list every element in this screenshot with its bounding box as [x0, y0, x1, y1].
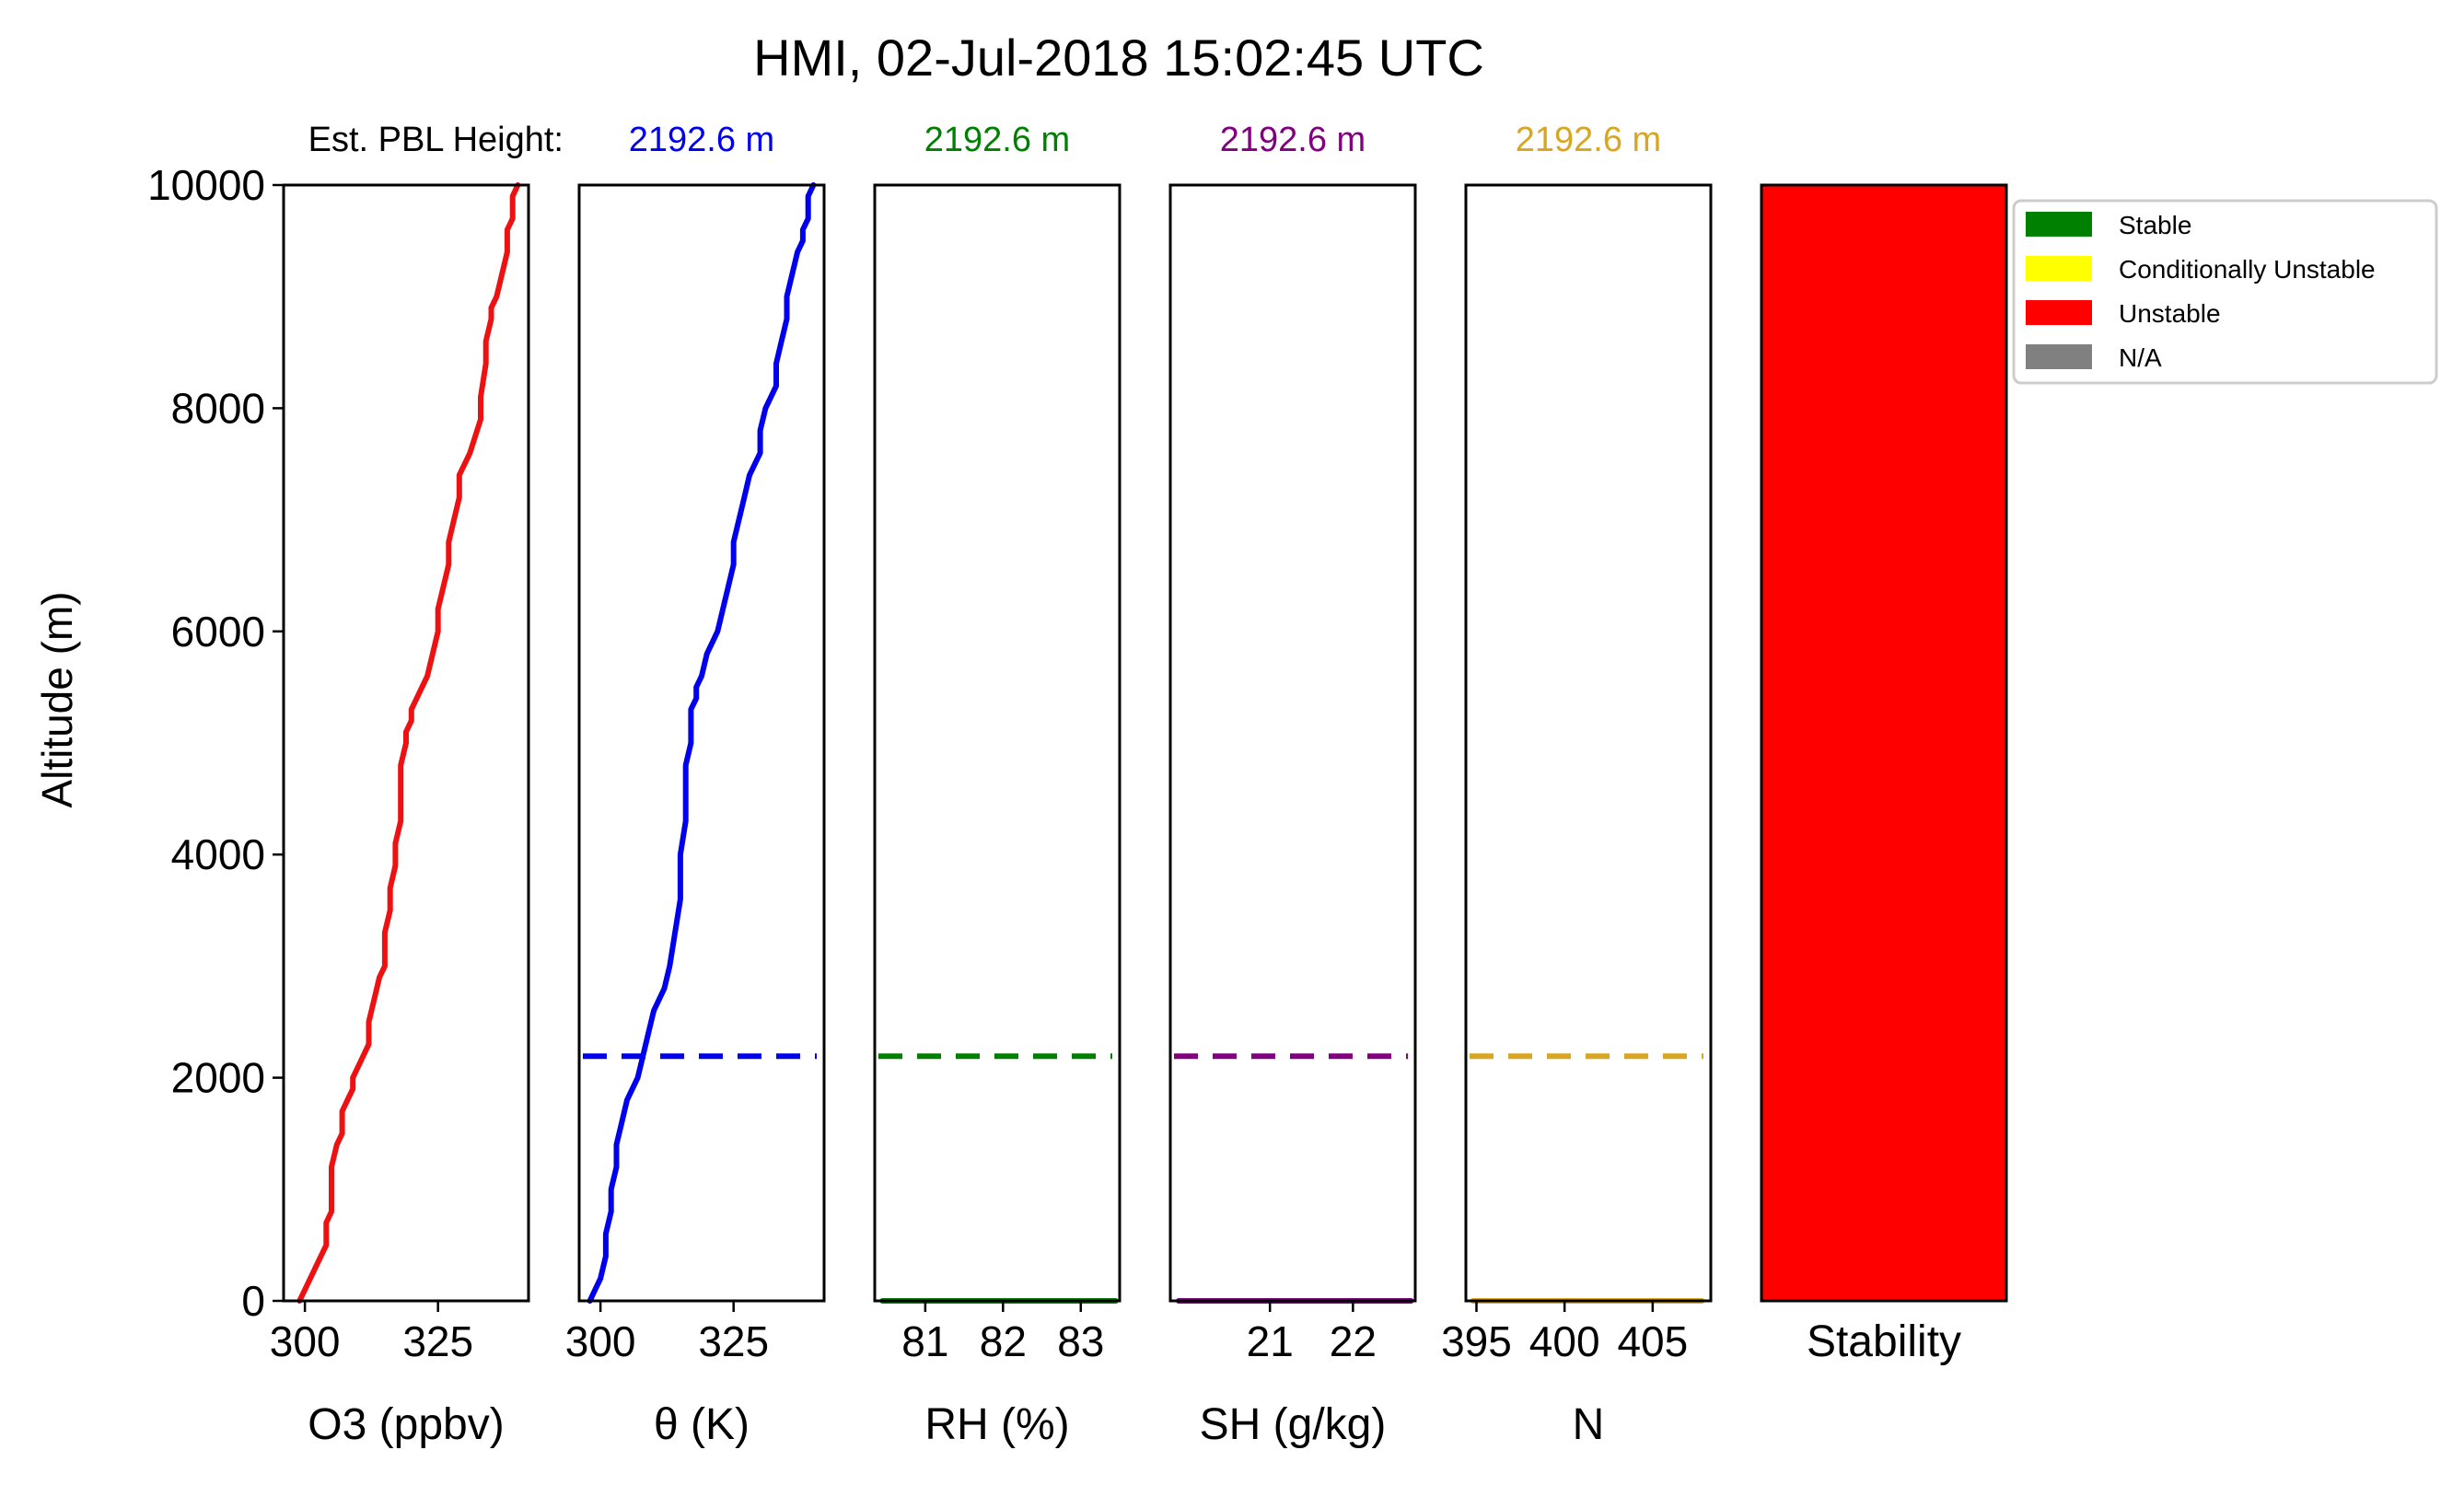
- x-tick-label-5-0: 395: [1441, 1317, 1512, 1365]
- panel-4: 21 22 SH (g/kg) 2192.6 m: [1168, 121, 1417, 1449]
- profile-line-1: [296, 182, 521, 1304]
- panel-frame-3: [873, 183, 1122, 1303]
- x-tick-label-2-0: 300: [565, 1317, 636, 1365]
- x-axis-label-6: Stability: [1807, 1317, 1961, 1366]
- y-tick-label-4: 8000: [171, 384, 265, 432]
- panel-frame-6: [1760, 183, 2008, 1303]
- panel-2: 300 325 θ (K) 2192.6 m: [565, 121, 826, 1449]
- x-tick-label-1-1: 325: [402, 1317, 473, 1365]
- y-axis-label: Altitude (m): [33, 591, 81, 807]
- pbl-height-label-2: 2192.6 m: [629, 121, 774, 159]
- panel-6: Stability: [1760, 183, 2008, 1366]
- x-tick-label-3-1: 82: [980, 1317, 1027, 1365]
- legend-label-2: Unstable: [2119, 299, 2221, 328]
- panel-frame-1: [282, 183, 530, 1303]
- x-axis-label-4: SH (g/kg): [1200, 1400, 1387, 1449]
- x-axis-label-3: RH (%): [924, 1400, 1069, 1449]
- x-tick-label-3-0: 81: [901, 1317, 948, 1365]
- legend-label-3: N/A: [2119, 343, 2162, 372]
- x-axis-label-2: θ (K): [654, 1400, 750, 1449]
- panel-frame-2: [577, 183, 826, 1303]
- x-tick-label-2-1: 325: [698, 1317, 769, 1365]
- x-tick-label-3-2: 83: [1057, 1317, 1104, 1365]
- x-tick-label-4-1: 22: [1330, 1317, 1377, 1365]
- x-tick-label-4-0: 21: [1247, 1317, 1294, 1365]
- x-axis-label-5: N: [1573, 1400, 1605, 1449]
- stability-layer-0: [1761, 185, 2006, 1301]
- panel-frame-4: [1168, 183, 1417, 1303]
- legend-label-1: Conditionally Unstable: [2119, 255, 2376, 284]
- legend-swatch-3: [2026, 344, 2092, 369]
- y-tick-label-1: 2000: [171, 1054, 265, 1102]
- legend-swatch-2: [2026, 300, 2092, 325]
- x-tick-label-1-0: 300: [270, 1317, 341, 1365]
- panel-frame-5: [1464, 183, 1713, 1303]
- y-tick-label-3: 6000: [171, 608, 265, 655]
- legend-box: [2012, 199, 2438, 385]
- x-axis-label-1: O3 (ppbv): [308, 1400, 504, 1449]
- x-tick-label-5-2: 405: [1617, 1317, 1688, 1365]
- pbl-height-label-3: 2192.6 m: [924, 121, 1070, 159]
- x-tick-label-5-1: 400: [1529, 1317, 1600, 1365]
- legend-swatch-1: [2026, 256, 2092, 281]
- y-tick-label-5: 10000: [147, 161, 265, 209]
- y-tick-label-2: 4000: [171, 830, 265, 878]
- panel-3: 81 82 83 RH (%) 2192.6 m: [873, 121, 1122, 1449]
- profile-line-2: [587, 182, 817, 1304]
- legend-label-0: Stable: [2119, 211, 2191, 239]
- chart-title: HMI, 02-Jul-2018 15:02:45 UTC: [753, 29, 1484, 87]
- pbl-height-label-5: 2192.6 m: [1516, 121, 1661, 159]
- legend: Stable Conditionally Unstable Unstable N/A: [2012, 199, 2438, 385]
- pbl-height-label-4: 2192.6 m: [1220, 121, 1366, 159]
- legend-swatch-0: [2026, 212, 2092, 237]
- pbl-prefix-label: Est. PBL Height:: [308, 121, 564, 159]
- y-tick-label-0: 0: [241, 1277, 265, 1325]
- panel-1: 300 325 O3 (ppbv): [270, 182, 530, 1449]
